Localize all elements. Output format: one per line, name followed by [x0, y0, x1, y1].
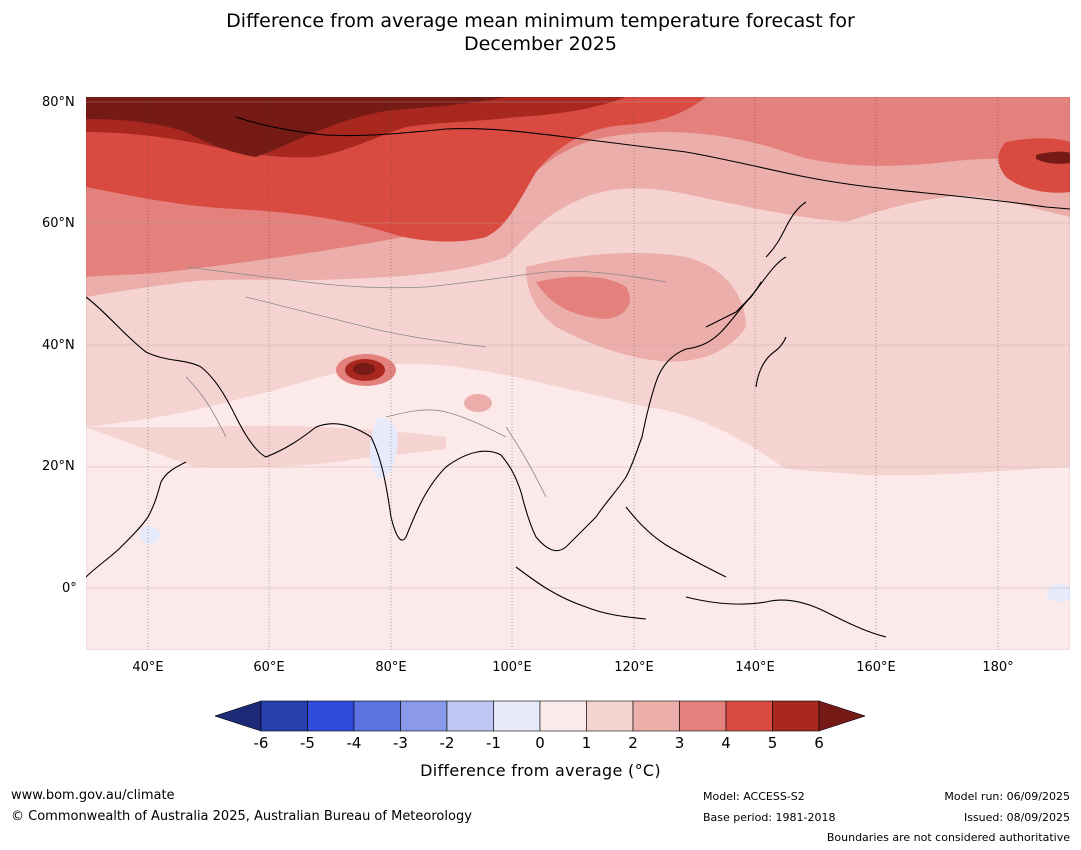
colorbar-extend-high: [818, 700, 865, 732]
forecast-map: [86, 97, 1070, 650]
footer-disclaimer: Boundaries are not considered authoritat…: [826, 831, 1070, 844]
colorbar-tick-label: 3: [674, 734, 685, 752]
anomaly-hotspot-tibet-core: [353, 363, 375, 375]
colorbar-tick-label: -5: [300, 734, 315, 752]
lon-label-140e: 140°E: [735, 660, 775, 675]
anomaly-cool-pacific: [1046, 584, 1070, 602]
lon-label-180: 180°: [982, 660, 1014, 675]
lon-label-60e: 60°E: [253, 660, 285, 675]
map-title-line-2: December 2025: [464, 33, 617, 55]
footer-base-period: Base period: 1981-2018: [703, 811, 836, 824]
lon-label-100e: 100°E: [492, 660, 532, 675]
colorbar-tick-label: 6: [814, 734, 824, 752]
colorbar-segment: [493, 700, 541, 732]
lat-label-80n: 80°N: [42, 95, 75, 110]
colorbar-tick-label: -3: [393, 734, 408, 752]
graticule-meridians: [147, 97, 999, 650]
colorbar-extend-low: [215, 700, 262, 732]
colorbar-tick-label: -1: [486, 734, 501, 752]
coastlines: [86, 116, 1070, 638]
anomaly-spot-2-3: [464, 394, 492, 412]
lon-label-40e: 40°E: [132, 660, 164, 675]
footer-copyright: © Commonwealth of Australia 2025, Austra…: [11, 809, 472, 824]
anomaly-band-3-4-mid: [536, 276, 630, 319]
colorbar-segment: [679, 700, 727, 732]
colorbar-label: Difference from average (°C): [420, 761, 661, 780]
anomaly-band-above-6: [86, 97, 506, 157]
colorbar-segment: [353, 700, 401, 732]
colorbar: [215, 700, 865, 732]
anomaly-band-1-2-west: [86, 425, 446, 468]
colorbar-tick-label: 1: [581, 734, 592, 752]
colorbar-segment: [446, 700, 494, 732]
lon-label-80e: 80°E: [375, 660, 407, 675]
colorbar-tick-label: -2: [439, 734, 455, 752]
colorbar-tick-label: 4: [721, 734, 731, 752]
colorbar-segment: [307, 700, 355, 732]
colorbar-segment: [772, 700, 820, 732]
anomaly-hotspot-east: [1036, 151, 1070, 164]
colorbar-segment: [586, 700, 634, 732]
colorbar-tick-label: 0: [535, 734, 545, 752]
map-title-line-1: Difference from average mean minimum tem…: [226, 10, 855, 32]
colorbar-tick-label: 2: [628, 734, 638, 752]
colorbar-tick-label: -6: [253, 734, 269, 752]
footer-model-run: Model run: 06/09/2025: [944, 790, 1070, 803]
lon-label-160e: 160°E: [856, 660, 896, 675]
footer-model: Model: ACCESS-S2: [703, 790, 805, 803]
lat-label-40n: 40°N: [42, 338, 75, 353]
colorbar-tick-label: -4: [346, 734, 362, 752]
anomaly-band-4-5-east: [998, 138, 1070, 193]
lat-label-20n: 20°N: [42, 459, 75, 474]
colorbar-segment: [400, 700, 448, 732]
colorbar-segment: [632, 700, 680, 732]
lat-label-60n: 60°N: [42, 216, 75, 231]
footer-issued: Issued: 08/09/2025: [963, 811, 1070, 824]
anomaly-cool-africa: [140, 526, 160, 544]
colorbar-segment: [539, 700, 587, 732]
colorbar-segment: [260, 700, 308, 732]
colorbar-segment: [725, 700, 773, 732]
graticule: [86, 101, 1070, 589]
footer-url[interactable]: www.bom.gov.au/climate: [11, 788, 175, 803]
lat-label-equator: 0°: [62, 581, 77, 596]
lon-label-120e: 120°E: [614, 660, 654, 675]
colorbar-tick-label: 5: [767, 734, 778, 752]
borders: [185, 266, 667, 498]
